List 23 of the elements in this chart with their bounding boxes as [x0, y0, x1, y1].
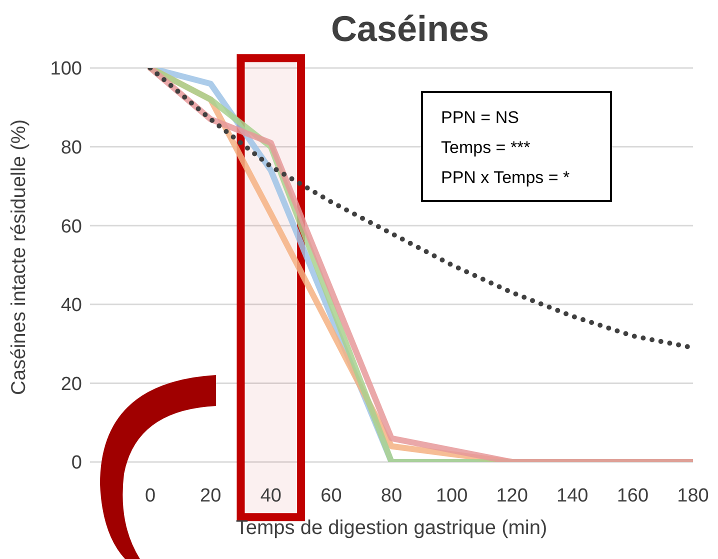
x-tick-label: 100 [436, 485, 468, 506]
annotation: PPN x Temps = * [441, 167, 571, 189]
y-tick-label: 40 [60, 295, 82, 316]
x-tick-label: 0 [145, 485, 156, 506]
x-tick-label: 160 [616, 485, 649, 506]
y-tick-label: 0 [71, 452, 82, 474]
y-tick-label: 20 [60, 374, 82, 395]
x-tick-label: 180 [677, 485, 709, 506]
y-tick-label: 100 [50, 58, 82, 80]
x-axis-title: Temps de digestion gastrique (min) [236, 517, 548, 539]
x-tick-label: 120 [496, 485, 528, 506]
y-tick-label: 60 [60, 216, 82, 238]
y-axis-title: Caséines intacte résiduelle (%) [8, 119, 30, 395]
annotation: Temps = *** [441, 137, 532, 159]
y-tick-label: 80 [60, 138, 82, 159]
annotation-box: PPN = NS Temps = *** PPN x Temps = * [421, 91, 612, 202]
x-tick-label: 40 [260, 485, 282, 506]
x-tick-label: 20 [200, 485, 222, 506]
chart-title: Caséines [330, 8, 490, 50]
x-tick-label: 140 [556, 485, 588, 506]
x-tick-label: 60 [320, 485, 342, 506]
x-tick-label: 80 [380, 485, 402, 506]
annotation: PPN = NS [441, 107, 520, 129]
